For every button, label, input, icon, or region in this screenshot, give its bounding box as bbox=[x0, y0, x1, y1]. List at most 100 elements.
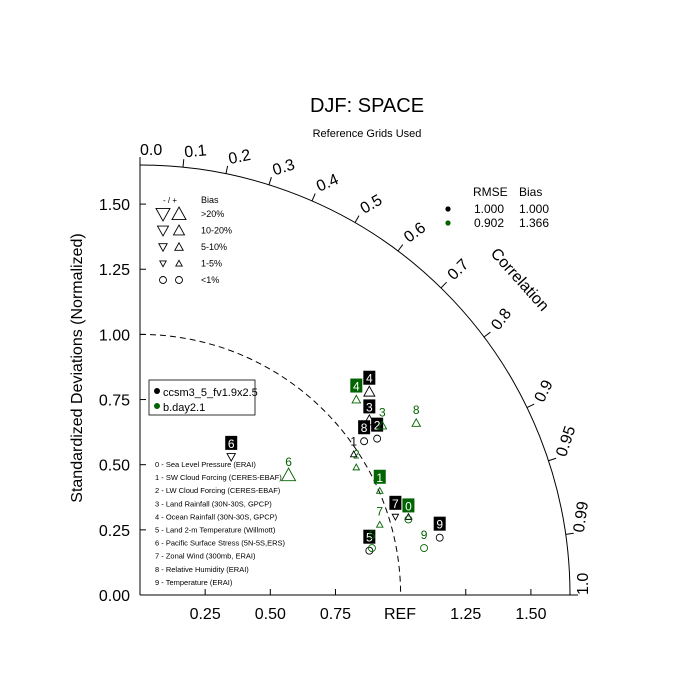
variable-list-item: 6 - Pacific Surface Stress (5N-5S,ERS) bbox=[155, 539, 286, 548]
bias-legend-bias-header: Bias bbox=[201, 195, 219, 205]
correlation-tick-mark bbox=[483, 331, 491, 338]
data-point-label: 6 bbox=[228, 437, 235, 451]
bias-legend-down-marker bbox=[159, 260, 167, 268]
data-point-label-box bbox=[433, 516, 446, 531]
bias-legend: - / + Bias >20% 10-20% 5-10% 1-5% <1% bbox=[155, 195, 232, 285]
bias-legend-up-marker bbox=[175, 259, 183, 267]
y-tick-label: 1.50 bbox=[99, 197, 130, 214]
ref-label: REF bbox=[384, 606, 416, 623]
correlation-tick-mark bbox=[311, 193, 316, 202]
x-tick-label: 0.25 bbox=[190, 606, 221, 623]
bias-legend-down-marker bbox=[159, 276, 167, 284]
correlation-tick-mark bbox=[440, 281, 447, 289]
bias-legend-down-marker bbox=[156, 225, 170, 237]
data-point-marker bbox=[411, 417, 422, 427]
stats-bias-value: 1.366 bbox=[519, 216, 549, 230]
data-point-marker bbox=[360, 437, 369, 446]
bias-legend-up-marker bbox=[175, 276, 183, 284]
stats-rmse-value: 0.902 bbox=[474, 216, 504, 230]
correlation-tick-label: 0.6 bbox=[401, 219, 429, 246]
variable-list-item: 8 - Relative Humidity (ERAI) bbox=[155, 565, 249, 574]
series-legend: ccsm3_5_fv1.9x2.5 b.day2.1 bbox=[148, 379, 258, 416]
data-point-marker bbox=[391, 513, 400, 521]
data-point-marker bbox=[365, 546, 374, 555]
x-tick-label: 0.75 bbox=[320, 606, 351, 623]
data-point-label: 3 bbox=[379, 406, 386, 420]
bias-legend-label: 10-20% bbox=[201, 226, 232, 236]
data-point-label: 6 bbox=[285, 455, 292, 469]
data-point-label: 1 bbox=[376, 471, 383, 485]
data-point-marker bbox=[373, 434, 382, 443]
correlation-tick-label: 0.99 bbox=[571, 500, 592, 533]
correlation-tick-mark bbox=[268, 177, 272, 185]
x-tick-label: 0.50 bbox=[255, 606, 286, 623]
correlation-tick-mark bbox=[182, 159, 185, 168]
correlation-tick-label: 0.0 bbox=[140, 142, 162, 159]
correlation-axis-title: Correlation bbox=[487, 245, 552, 315]
data-point-label-box bbox=[358, 420, 371, 435]
stats-color-dot bbox=[445, 206, 451, 212]
correlation-tick-mark bbox=[548, 457, 557, 462]
data-point-label: 2 bbox=[374, 419, 381, 433]
data-point-marker bbox=[349, 450, 358, 458]
stats-rmse-header: RMSE bbox=[473, 185, 508, 199]
outer-arc bbox=[139, 164, 571, 596]
correlation-tick-label: 0.9 bbox=[532, 378, 557, 406]
data-point-marker bbox=[363, 385, 376, 397]
correlation-tick-label: 0.2 bbox=[227, 147, 252, 168]
data-point-label: 9 bbox=[436, 518, 443, 532]
correlation-tick-mark bbox=[565, 532, 574, 535]
series-legend-dot bbox=[154, 403, 160, 409]
correlation-tick-mark bbox=[225, 165, 229, 174]
data-point-label: 9 bbox=[421, 528, 428, 542]
variable-list-item: 3 - Land Rainfall (30N-30S, GPCP) bbox=[155, 499, 272, 508]
chart-title: DJF: SPACE bbox=[310, 95, 424, 117]
y-axis-ticks: 0.00 0.25 0.50 0.75 1.00 1.25 1.50 bbox=[99, 197, 146, 605]
data-point-marker bbox=[352, 463, 361, 471]
data-point-marker bbox=[377, 420, 388, 430]
bias-legend-label: 5-10% bbox=[201, 242, 227, 252]
correlation-tick-mark bbox=[397, 244, 404, 252]
data-point-label-box bbox=[363, 399, 376, 414]
data-point-label: 7 bbox=[392, 497, 399, 511]
data-point-marker bbox=[404, 515, 413, 524]
variable-list-item: 5 - Land 2-m Temperature (Willmott) bbox=[155, 526, 276, 535]
bias-legend-sign-header: - / + bbox=[163, 196, 177, 205]
data-point-marker bbox=[375, 520, 384, 528]
x-tick-label: 1.50 bbox=[515, 606, 546, 623]
series-legend-label: b.day2.1 bbox=[163, 402, 205, 414]
y-tick-label: 0.75 bbox=[99, 393, 130, 410]
data-point-label: 1 bbox=[350, 434, 357, 448]
data-point-label: 8 bbox=[413, 403, 420, 417]
correlation-tick-label: 0.7 bbox=[445, 256, 473, 284]
data-point-label: 4 bbox=[353, 380, 360, 394]
data-point-label: 8 bbox=[361, 421, 368, 435]
data-point-marker bbox=[226, 453, 237, 463]
bias-legend-up-marker bbox=[174, 241, 184, 251]
data-point-marker bbox=[280, 467, 297, 482]
correlation-tick-mark bbox=[526, 403, 535, 409]
x-tick-label: 1.25 bbox=[450, 606, 481, 623]
bias-legend-label: <1% bbox=[201, 275, 219, 285]
bias-legend-down-marker bbox=[155, 207, 171, 222]
data-point-marker bbox=[375, 486, 384, 494]
stats-rmse-value: 1.000 bbox=[474, 202, 504, 216]
data-point-marker bbox=[420, 544, 429, 553]
correlation-tick-label: 0.8 bbox=[488, 305, 515, 333]
variable-list-item: 1 - SW Cloud Forcing (CERES-EBAF) bbox=[155, 473, 282, 482]
data-point-label-box bbox=[371, 417, 384, 432]
data-point-label: 2 bbox=[353, 447, 360, 461]
bias-legend-label: 1-5% bbox=[201, 259, 222, 269]
data-point-label: 3 bbox=[366, 400, 373, 414]
data-point-label-box bbox=[363, 370, 376, 385]
series-legend-label: ccsm3_5_fv1.9x2.5 bbox=[163, 387, 258, 399]
bias-legend-up-marker bbox=[171, 206, 187, 221]
plot-frame bbox=[139, 164, 571, 596]
variable-list-item: 9 - Temperature (ERAI) bbox=[155, 578, 233, 587]
y-axis-title: Standardized Deviations (Normalized) bbox=[69, 233, 86, 502]
data-point-label-box bbox=[363, 529, 376, 544]
